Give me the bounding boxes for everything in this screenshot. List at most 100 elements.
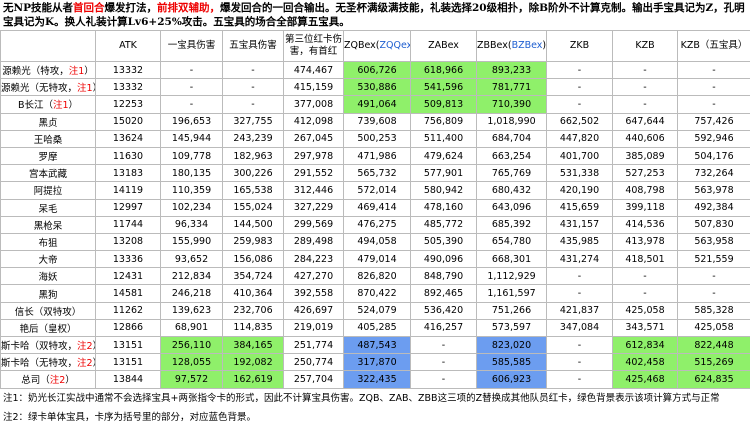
cell: 415,659 (546, 198, 613, 217)
cell: - (160, 95, 223, 114)
cell: 492,384 (677, 198, 750, 217)
column-text: KZB (635, 40, 655, 51)
cell: 196,653 (160, 112, 223, 131)
notes: 注1：奶光长江实战中通常不会选择宝具+两张指令卡的形式，因此不计算宝具伤害。ZQ… (0, 389, 750, 427)
cell: 165,538 (222, 181, 284, 200)
cell: 284,223 (283, 250, 344, 269)
cell: 504,176 (677, 146, 750, 166)
row-name: 源赖光（无特攻，注1） (0, 78, 96, 97)
name-text: B长江（ (17, 100, 53, 112)
cell: 257,704 (283, 370, 344, 389)
column-header: 五宝具伤害 (222, 30, 284, 62)
name-text: 黑狗 (38, 289, 58, 301)
cell: 13151 (95, 353, 161, 372)
cell: 418,501 (612, 250, 678, 269)
table-row: 信长（双特攻） 11262 139,623 232,706 426,697 524,079… (0, 301, 750, 320)
cell: 515,269 (677, 353, 750, 372)
cell: 14119 (95, 181, 161, 200)
cell: 327,229 (283, 198, 344, 217)
cell: 1,018,990 (476, 112, 547, 131)
cell: 565,732 (343, 164, 411, 183)
cell: - (546, 335, 613, 355)
cell: 425,058 (612, 301, 678, 320)
cell: 765,769 (476, 164, 547, 183)
cell: 156,086 (222, 250, 284, 269)
name-text: 王哈桑 (33, 134, 63, 146)
column-text: ZQBex( (344, 40, 380, 51)
row-name: 艳后（皇权） (0, 318, 96, 338)
cell: - (677, 267, 750, 286)
cell: 541,596 (410, 78, 477, 97)
cell: - (222, 60, 284, 80)
column-header: KZB（五宝具） (677, 30, 750, 62)
cell: 420,190 (546, 181, 613, 200)
cell: 521,559 (677, 250, 750, 269)
row-name: 黑枪呆 (0, 215, 96, 234)
table-row: 宫本武藏 13183 180,135 300,226 291,552 565,732 577… (0, 164, 750, 183)
column-header (0, 30, 96, 62)
cell: 606,726 (343, 60, 411, 80)
name-text: 斯卡哈（双特攻， (1, 341, 78, 353)
table-row: 源赖光（特攻，注1） 13332- -474,467 606,726 618,966 89… (0, 60, 750, 80)
cell: 13844 (95, 370, 161, 389)
cell: - (222, 95, 284, 114)
cell: 606,923 (476, 370, 547, 389)
cell: 11744 (95, 215, 161, 234)
cell: 96,334 (160, 215, 223, 234)
header-text: 无NP技能从者 (3, 2, 73, 14)
column-header: 一宝具伤害 (160, 30, 223, 62)
row-name: 源赖光（特攻，注1） (0, 60, 96, 80)
cell: 144,500 (222, 215, 284, 234)
column-text: ZABex (428, 40, 459, 51)
name-text: 大帝 (38, 255, 58, 267)
cell: 97,572 (160, 370, 223, 389)
cell: 469,414 (343, 198, 411, 217)
cell: 139,623 (160, 301, 223, 320)
cell: 232,706 (222, 301, 284, 320)
column-header: ZKB (546, 30, 613, 62)
cell: 12431 (95, 267, 161, 286)
cell: 408,798 (612, 181, 678, 200)
cell: 251,774 (283, 335, 344, 355)
row-name: 罗摩 (0, 146, 96, 166)
name-text: ） (93, 358, 95, 369)
cell: 710,390 (476, 95, 547, 114)
name-text: 源赖光（特攻， (2, 66, 69, 78)
table-row: 黑狗 14581 246,218 410,364 392,558 870,422 892,4… (0, 284, 750, 303)
cell: 509,813 (410, 95, 477, 114)
cell: 485,772 (410, 215, 477, 234)
cell: 13208 (95, 232, 161, 252)
cell: 440,606 (612, 129, 678, 148)
cell: 431,157 (546, 215, 613, 234)
table-row: 海妖 12431 212,834 354,724 427,270 826,820 848,7… (0, 267, 750, 286)
cell: 823,020 (476, 335, 547, 355)
cell: 527,253 (612, 164, 678, 183)
table-row: 王哈桑 13624 145,944 243,239 267,045 500,253 511,… (0, 129, 750, 148)
cell: 505,390 (410, 232, 477, 252)
table-row: 黑贞 15020 196,653 327,755 412,098 739,608 756,8… (0, 112, 750, 131)
name-text: 海妖 (38, 272, 58, 284)
cell: 447,820 (546, 129, 613, 148)
name-text: 呆毛 (38, 203, 58, 215)
cell: 680,432 (476, 181, 547, 200)
cell: 327,755 (222, 112, 284, 131)
cell: 402,458 (612, 353, 678, 372)
cell: 756,809 (410, 112, 477, 131)
row-name: 总司（注2） (0, 370, 96, 389)
cell: 416,257 (410, 318, 477, 338)
cell: 739,608 (343, 112, 411, 131)
column-text: ZBBex( (477, 40, 512, 51)
header-text: 首回合 (73, 2, 105, 14)
cell: 563,978 (677, 181, 750, 200)
column-text: 五宝具伤害 (229, 40, 277, 51)
cell: 435,985 (546, 232, 613, 252)
cell: 511,400 (410, 129, 477, 148)
cell: 401,700 (546, 146, 613, 166)
cell: 14581 (95, 284, 161, 303)
column-text: BZBex (511, 40, 543, 51)
row-name: 布狙 (0, 232, 96, 252)
cell: 192,082 (222, 353, 284, 372)
cell: - (546, 267, 613, 286)
cell: 180,135 (160, 164, 223, 183)
